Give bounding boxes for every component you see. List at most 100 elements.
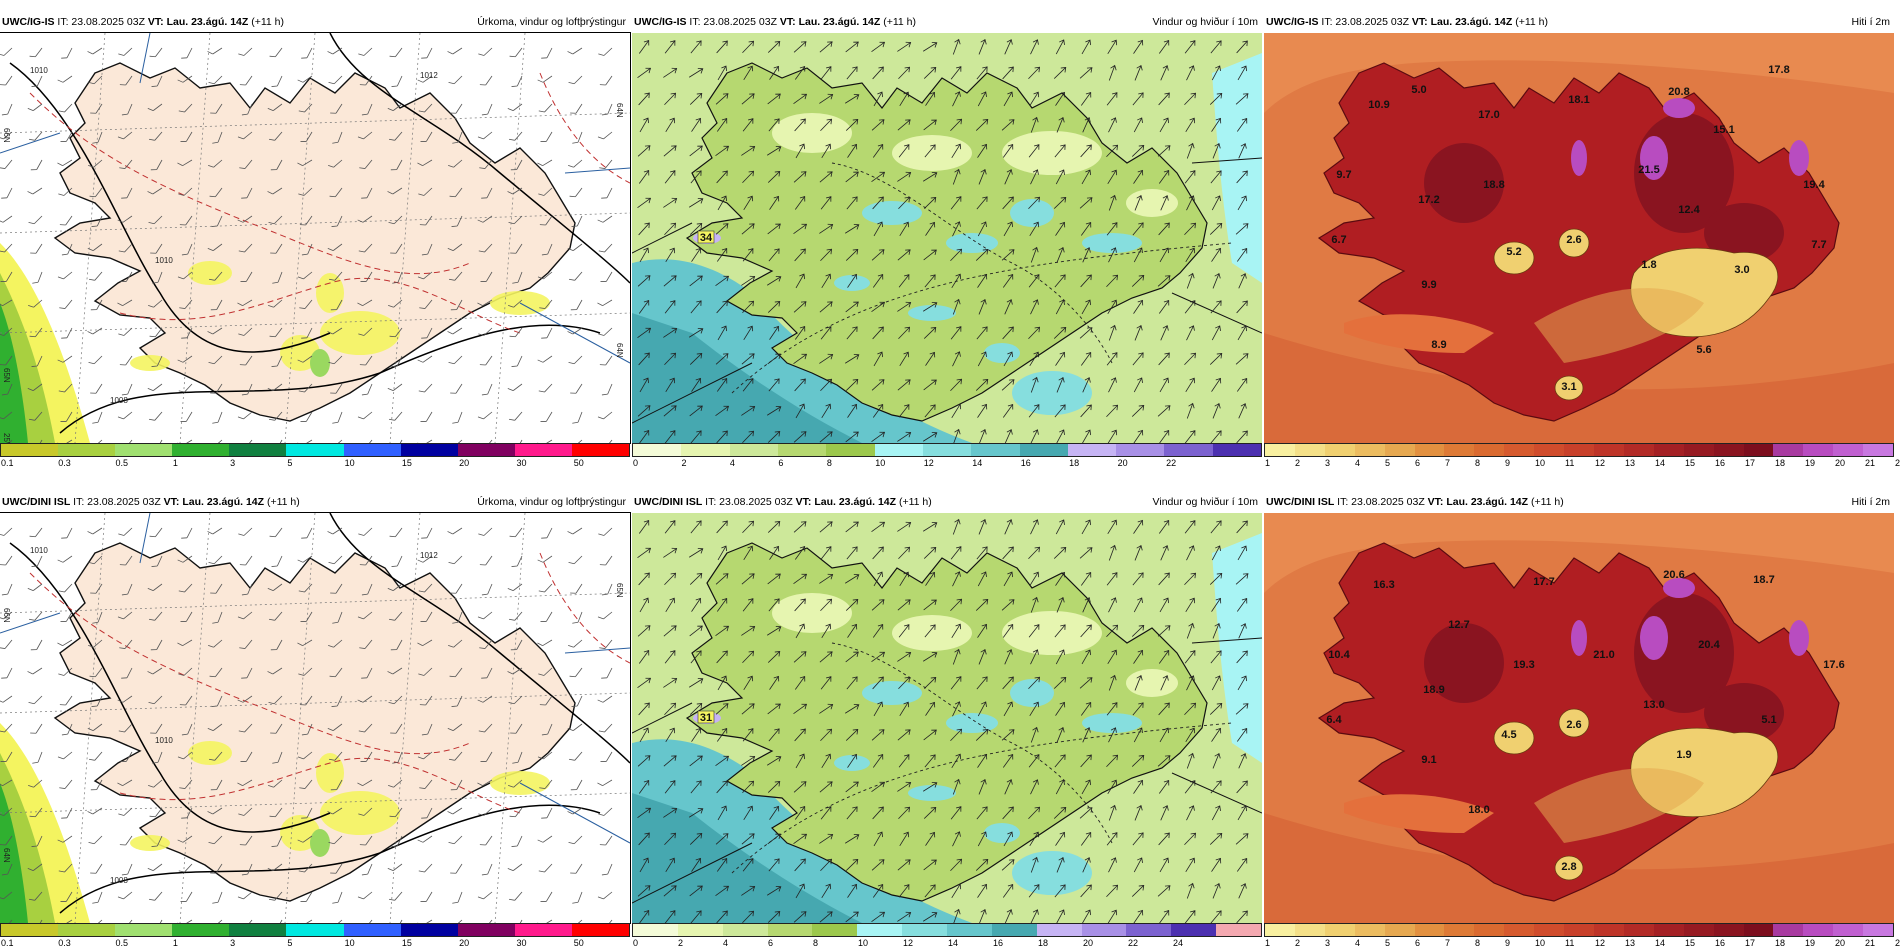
panel-row1-precip: UWC/IG-IS IT: 23.08.2025 03Z VT: Lau. 23… [0,11,631,471]
panel-header: UWC/IG-IS IT: 23.08.2025 03Z VT: Lau. 23… [0,11,630,33]
vt-prefix: VT: [1411,16,1428,28]
colorbar-tick: 1 [1265,938,1271,948]
colorbar-tick: 22 [1128,938,1139,948]
colorbar-tick: 17 [1745,938,1756,948]
colorbar-swatch [58,444,116,456]
lead-time: (+11 h) [898,496,932,508]
colorbar-tick: 1 [1265,458,1271,468]
colorbar-swatch [922,444,972,456]
colorbar-swatch [722,924,768,936]
colorbar-swatch [172,444,230,456]
colorbar-tick: 17 [1745,458,1756,468]
colorbar-swatch [1564,444,1594,456]
wind-map: 31 [632,513,1262,923]
temperature-value: 10.9 [1368,99,1389,111]
issue-time: IT: 23.08.2025 03Z [689,16,777,28]
colorbar-tick: 5 [287,458,293,468]
panel-header: UWC/DINI ISL IT: 23.08.2025 03Z VT: Lau.… [0,491,630,513]
lead-time: (+11 h) [1530,496,1564,508]
lead-time: (+11 h) [883,16,917,28]
temperature-value: 10.4 [1328,649,1350,661]
model-name: UWC/IG-IS [2,16,55,28]
colorbar-tick: 4 [1355,458,1361,468]
colorbar-tick: 12 [903,938,914,948]
colorbar-swatch [1384,444,1415,456]
colorbar-tick: 0 [633,458,639,468]
colorbar-swatch [1833,924,1864,936]
colorbar-swatch [1653,444,1684,456]
model-name: UWC/IG-IS [1266,16,1319,28]
isobar-label: 1012 [420,71,438,80]
temperature-value: 3.1 [1561,381,1576,393]
colorbar-tick: 0.5 [115,938,129,948]
colorbar-tick: 4 [1355,938,1361,948]
colorbar-swatch [874,444,923,456]
colorbar-tick: 13 [1625,938,1636,948]
valid-time: Lau. 23.ágú. 14Z [182,496,265,508]
colorbar-tick: 16 [1715,458,1726,468]
colorbar-tick: 10 [1535,458,1546,468]
colorbar [1264,443,1894,457]
colorbar-tick: 10 [344,938,355,948]
colorbar-tick: 15 [1685,938,1696,948]
colorbar-ticks: 12345678910111213141516171819202122 [1264,938,1900,950]
lat-label: 64N [615,343,624,358]
colorbar-swatch [1294,924,1325,936]
colorbar-swatch [1212,444,1262,456]
colorbar-tick: 8 [813,938,819,948]
isobar-label: 1010 [155,256,173,265]
temperature-value: 8.9 [1431,339,1446,351]
colorbar-tick: 16 [1020,458,1031,468]
lat-label: 64N [2,848,11,863]
vt-prefix: VT: [163,496,180,508]
colorbar-tick: 20 [459,458,470,468]
colorbar-swatch [1444,924,1475,936]
colorbar-tick: 6 [778,458,784,468]
colorbar [1264,923,1894,937]
colorbar-ticks: 0 2 4 6 8 10 12 14 16 18 20 22 [632,458,1262,470]
colorbar-swatch [677,924,723,936]
temperature-value: 5.6 [1696,344,1711,356]
colorbar-swatch [1474,444,1505,456]
vt-prefix: VT: [779,16,796,28]
colorbar-tick: 14 [1655,938,1666,948]
panel-title: Hiti í 2m [1851,16,1890,28]
colorbar-tick: 12 [1595,938,1606,948]
colorbar-tick: 0.1 [1,458,14,468]
colorbar-tick: 6 [1415,458,1421,468]
colorbar-tick: 0.1 [1,938,14,948]
temperature-value: 17.2 [1418,194,1439,206]
colorbar-tick: 22 [1895,458,1900,468]
colorbar-tick: 9 [1505,938,1511,948]
panel-header: UWC/IG-IS IT: 23.08.2025 03Z VT: Lau. 23… [1264,11,1894,33]
colorbar-tick: 20 [1083,938,1094,948]
lat-label: 66N [2,608,11,623]
isobar-label: 1010 [30,66,48,75]
colorbar-tick: 14 [1655,458,1666,468]
colorbar-swatch [1414,444,1445,456]
precip-map: 66N 65N 64N 1010 1012 1010 1008 [0,512,631,924]
model-name: UWC/IG-IS [634,16,687,28]
temperature-value: 19.4 [1803,179,1825,191]
lat-label: 64N [615,103,624,118]
colorbar-tick: 20 [459,938,470,948]
colorbar-swatch [1324,444,1355,456]
colorbar-swatch [286,444,344,456]
colorbar [632,443,1262,457]
colorbar-tick: 5 [1385,938,1391,948]
temperature-value: 5.2 [1506,246,1521,258]
colorbar-swatch [172,924,230,936]
temperature-value: 2.6 [1566,719,1581,731]
colorbar-tick: 11 [1565,938,1575,948]
colorbar-swatch [343,924,401,936]
colorbar-swatch [1623,924,1654,936]
colorbar-tick: 24 [1173,938,1184,948]
colorbar-swatch [400,444,458,456]
colorbar-swatch [1863,924,1894,936]
colorbar-swatch [457,924,515,936]
temperature-value: 5.0 [1411,84,1426,96]
colorbar-swatch [971,444,1020,456]
colorbar-tick: 0 [633,938,639,948]
temperature-value: 20.4 [1698,639,1720,651]
model-name: UWC/DINI ISL [2,496,71,508]
